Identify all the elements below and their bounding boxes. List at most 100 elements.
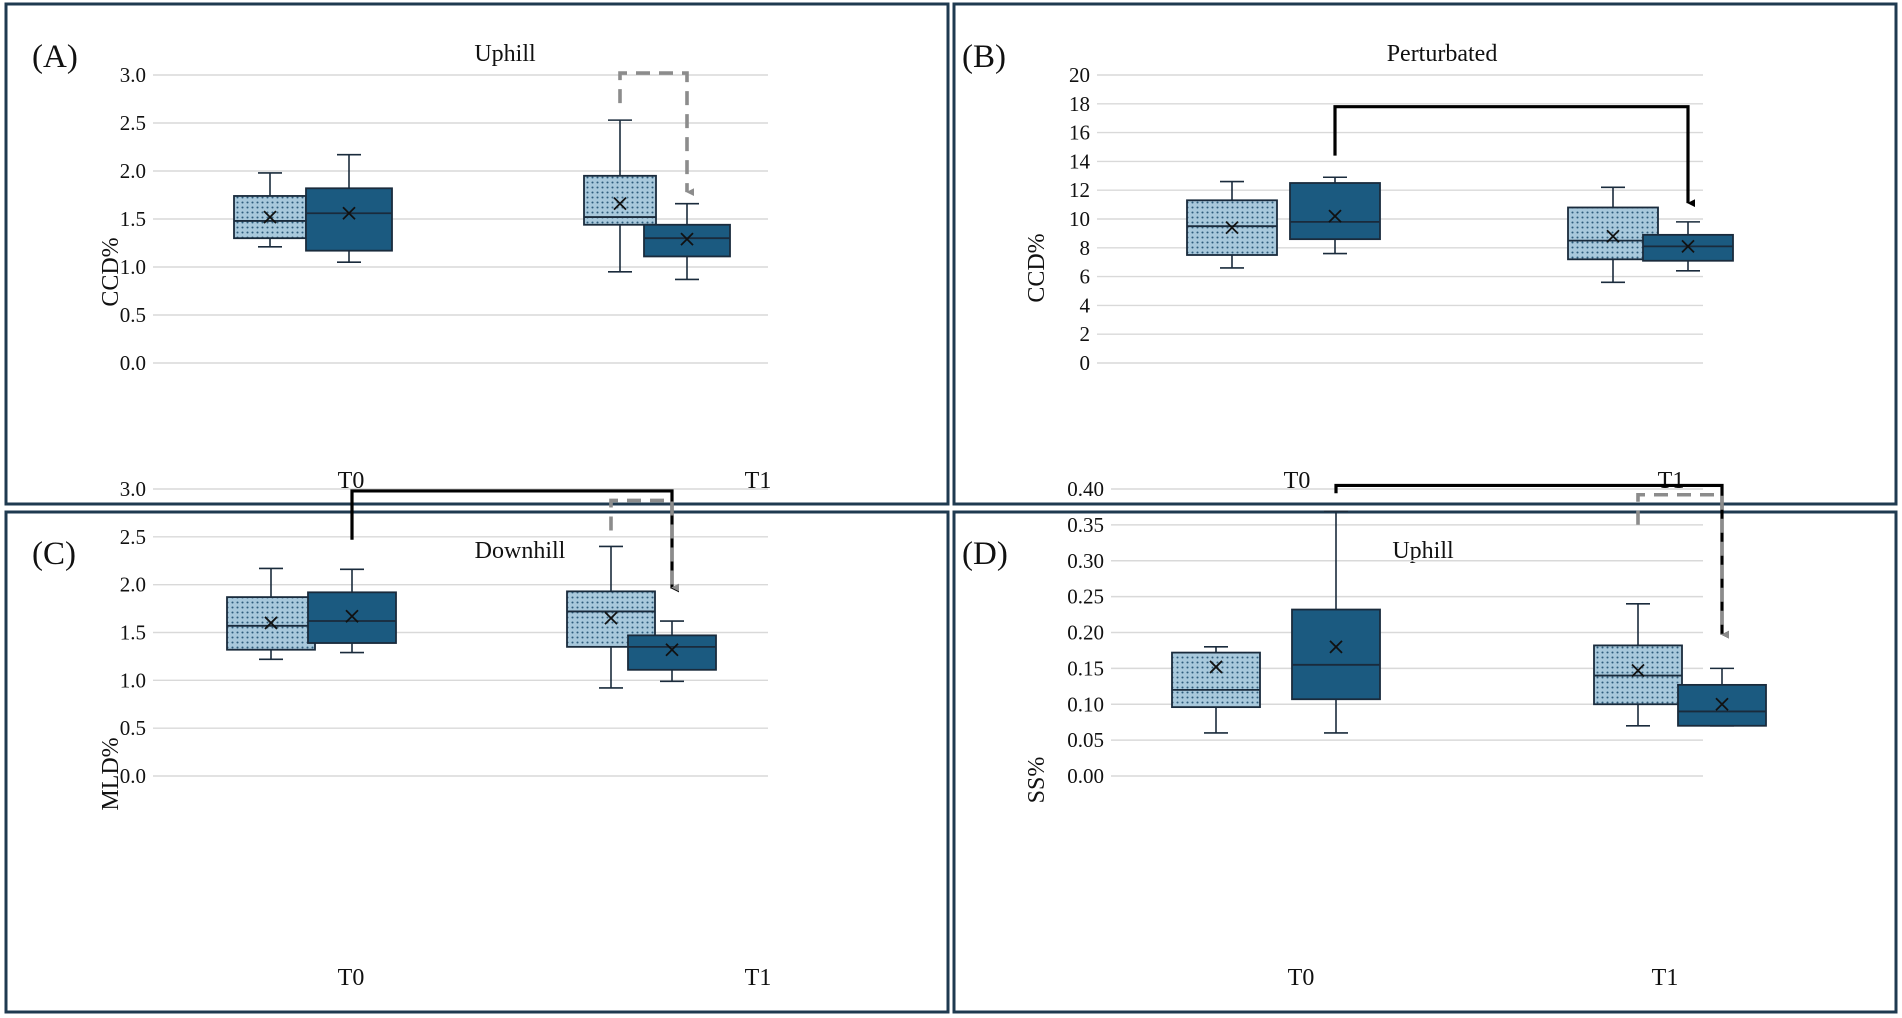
panel-d-box-t1-solid <box>1677 667 1767 727</box>
panel-a-box-t0-solid <box>305 153 393 264</box>
panel-d-label: (D) <box>962 536 1008 572</box>
panel-d-ytick-label: 0.00 <box>1067 764 1104 788</box>
panel-a-y-axis: 0.0 0.5 1.0 1.5 2.0 2.5 3.0 <box>120 63 768 375</box>
panel-a-ytick-label: 2.5 <box>120 111 146 135</box>
panel-b-boxes <box>1186 176 1734 284</box>
panel-b: (B) Perturbated CCD% 0 2 4 6 8 10 12 14 16 18 20 T… <box>952 2 1898 506</box>
mean-marker-b <box>613 197 627 211</box>
mean-marker-b <box>263 210 277 224</box>
panel-c: (C) Downhill MLD% 0.00.51.01.52.02.53.0 … <box>4 477 950 1014</box>
mean-marker-b <box>1209 660 1223 674</box>
panel-b-significance <box>1333 105 1696 208</box>
panel-d-ylabel: SS% <box>1024 757 1050 804</box>
panel-a-category-t1: T1 <box>745 468 772 494</box>
panel-a-label: (A) <box>32 39 78 75</box>
panel-b-ytick-label: 0 <box>1080 351 1091 375</box>
panel-d-ytick-label: 0.15 <box>1067 656 1104 680</box>
panel-c-ytick-label: 0.0 <box>120 764 146 788</box>
panel-a-ytick-label: 2.0 <box>120 159 146 183</box>
panel-d-border <box>952 510 1898 1014</box>
panel-c-ytick-label: 2.5 <box>120 525 146 549</box>
panel-b-ytick-label: 6 <box>1080 265 1091 289</box>
panel-d: (D) Uphill SS% 0.00 0.05 0.10 0.15 0.20 0.25 0… <box>952 477 1898 1014</box>
panel-b-y-axis: 0 2 4 6 8 10 12 14 16 18 20 <box>1069 63 1703 375</box>
mean-marker-b <box>1329 640 1343 654</box>
mean-marker-b <box>1606 229 1620 243</box>
panel-a-ytick-label: 3.0 <box>120 63 146 87</box>
panel-b-ytick-label: 18 <box>1069 92 1090 116</box>
panel-b-ytick-label: 8 <box>1080 236 1091 260</box>
panel-c-boxes <box>226 545 717 689</box>
panel-d-ytick-label: 0.30 <box>1067 549 1104 573</box>
panel-b-ytick-label: 16 <box>1069 121 1090 145</box>
panel-b-border <box>952 2 1898 506</box>
panel-b-ytick-label: 20 <box>1069 63 1090 87</box>
panel-c-y-axis: 0.0 0.5 1.0 1.5 2.0 2.5 3.0 <box>120 477 768 788</box>
mean-marker-b <box>342 206 356 220</box>
panel-b-ylabel: CCD% <box>1024 233 1050 302</box>
panel-b-category-t1: T1 <box>1658 468 1685 494</box>
mean-marker-b <box>665 643 679 657</box>
mean-marker-b <box>680 232 694 246</box>
iqr-box <box>1289 182 1381 241</box>
panel-a-box-t1-dotted <box>583 119 657 273</box>
panel-a-title: Uphill <box>474 41 536 67</box>
mean-marker-b <box>1681 239 1695 253</box>
panel-b-box-t0-solid <box>1289 176 1381 255</box>
iqr-box <box>643 223 731 258</box>
panel-c-ytick-label: 0.5 <box>120 716 146 740</box>
panel-c-title: Downhill <box>475 538 566 564</box>
panel-b-ytick-label: 4 <box>1080 293 1091 317</box>
panel-a-boxes <box>233 119 731 281</box>
panel-b-ytick-label: 10 <box>1069 207 1090 231</box>
panel-d-ytick-label: 0.25 <box>1067 585 1104 609</box>
panel-d-box-t0-dotted <box>1171 646 1261 734</box>
panel-c-ylabel: MLD% <box>98 737 124 810</box>
mean-marker-b <box>264 616 278 630</box>
panel-b-significance-solid-0 <box>1333 105 1696 208</box>
mean-marker-b <box>604 611 618 625</box>
panel-a-ytick-label: 0.5 <box>120 303 146 327</box>
panel-c-ytick-label: 3.0 <box>120 477 146 501</box>
panel-a-ytick-label: 1.5 <box>120 207 146 231</box>
panel-b-box-t0-dotted <box>1186 180 1278 269</box>
iqr-box <box>1171 651 1261 709</box>
panel-b-label: (B) <box>962 39 1006 75</box>
panel-d-category-t0: T0 <box>1288 965 1315 991</box>
panel-b-ytick-label: 2 <box>1080 322 1091 346</box>
panel-b-title: Perturbated <box>1387 41 1498 67</box>
iqr-box <box>307 591 397 644</box>
panel-c-box-t0-solid <box>307 568 397 654</box>
mean-marker-b <box>1715 697 1729 711</box>
panel-d-significance <box>1334 483 1730 639</box>
panel-b-box-t1-solid <box>1642 221 1734 272</box>
panel-d-ytick-label: 0.35 <box>1067 513 1104 537</box>
panel-c-category-t0: T0 <box>338 965 365 991</box>
panel-d-significance-dashed-1 <box>1636 492 1730 639</box>
panel-a-ylabel: CCD% <box>98 237 124 306</box>
panel-a-box-t0-dotted <box>233 172 307 248</box>
panel-b-ytick-label: 14 <box>1069 149 1091 173</box>
panel-c-border <box>4 510 950 1014</box>
panel-a-ytick-label: 1.0 <box>120 255 146 279</box>
iqr-box <box>1642 233 1734 262</box>
panel-c-box-t1-solid <box>627 620 717 683</box>
mean-marker-b <box>345 609 359 623</box>
iqr-box <box>1291 608 1381 701</box>
panel-c-significance <box>350 489 680 593</box>
iqr-box <box>627 634 717 671</box>
panel-d-ytick-label: 0.20 <box>1067 621 1104 645</box>
panel-d-title: Uphill <box>1392 538 1454 564</box>
panel-c-label: (C) <box>32 536 76 572</box>
panel-d-boxes <box>1171 510 1767 734</box>
panel-a-ytick-label: 0.0 <box>120 351 146 375</box>
panel-c-category-t1: T1 <box>745 965 772 991</box>
panel-b-ytick-label: 12 <box>1069 178 1090 202</box>
panel-c-box-t0-dotted <box>226 567 316 661</box>
panel-d-ytick-label: 0.40 <box>1067 477 1104 501</box>
mean-marker-b <box>1225 221 1239 235</box>
iqr-box <box>305 187 393 252</box>
panel-a: (A) Uphill CCD% 0.00.51.01.52.02.53.0 T0… <box>4 2 950 506</box>
panel-d-ytick-label: 0.05 <box>1067 728 1104 752</box>
panel-b-category-t0: T0 <box>1284 468 1311 494</box>
